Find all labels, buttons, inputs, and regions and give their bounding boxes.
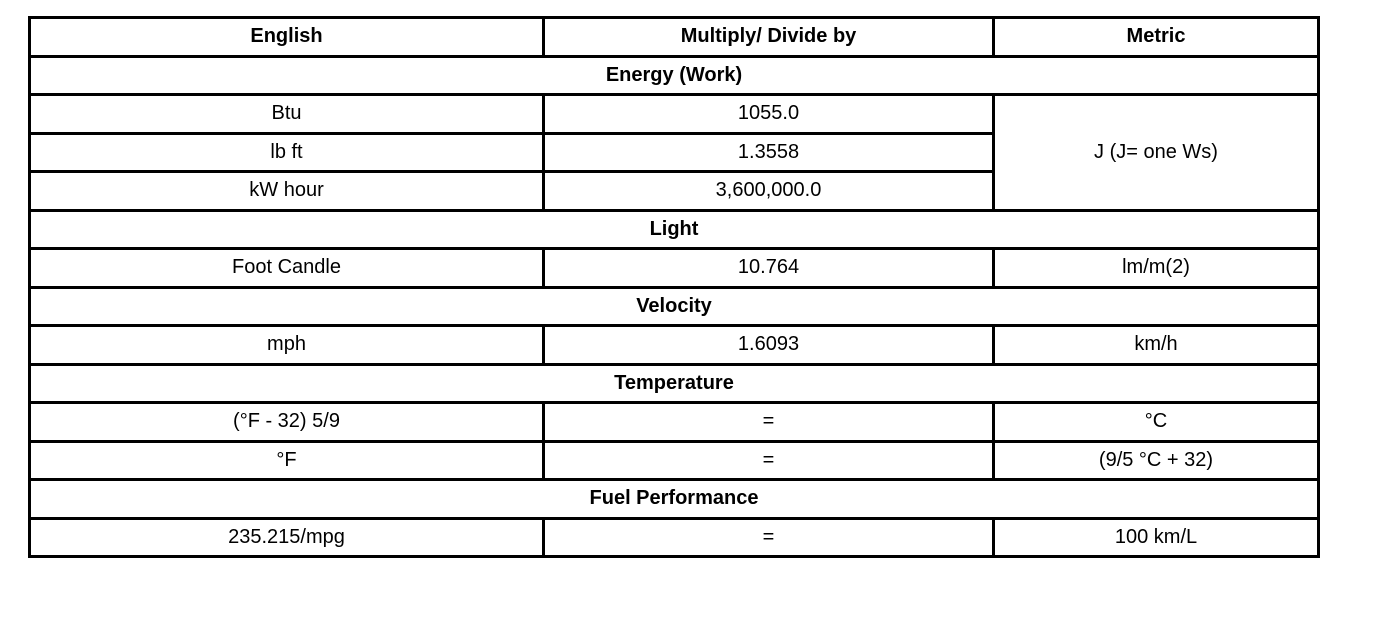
section-title-velocity: Velocity (28, 285, 1320, 327)
table-row: (°F - 32) 5/9 = °C (28, 401, 1320, 443)
table-row: mph 1.6093 km/h (28, 324, 1320, 366)
section-title-energy: Energy (Work) (28, 54, 1320, 96)
table-row: Btu 1055.0 J (J= one Ws) (28, 93, 1320, 212)
table-row: kW hour 3,600,000.0 (28, 170, 1319, 212)
section-title-light: Light (28, 208, 1320, 250)
cell-english: °F (28, 439, 545, 481)
cell-factor: 1.3558 (542, 131, 995, 173)
cell-metric: km/h (992, 324, 1320, 366)
cell-factor: 1.6093 (542, 324, 995, 366)
cell-metric: 100 km/L (992, 516, 1320, 558)
cell-factor: 3,600,000.0 (542, 170, 995, 212)
table-row: 235.215/mpg = 100 km/L (28, 516, 1320, 558)
section-row: Energy (Work) (28, 54, 1320, 96)
header-english: English (28, 16, 545, 58)
cell-factor: 10.764 (542, 247, 995, 289)
section-row: Light (28, 208, 1320, 250)
cell-metric: J (J= one Ws) (992, 93, 1320, 212)
conversion-table: English Multiply/ Divide by Metric Energ… (28, 16, 1320, 558)
cell-metric: (9/5 °C + 32) (992, 439, 1320, 481)
section-row: Velocity (28, 285, 1320, 327)
cell-factor: 1055.0 (542, 93, 995, 135)
section-title-fuel: Fuel Performance (28, 478, 1320, 520)
cell-english: kW hour (28, 170, 545, 212)
cell-metric: lm/m(2) (992, 247, 1320, 289)
header-factor: Multiply/ Divide by (542, 16, 995, 58)
table-row: °F = (9/5 °C + 32) (28, 439, 1320, 481)
cell-english: Btu (28, 93, 545, 135)
header-metric: Metric (992, 16, 1320, 58)
table-row: lb ft 1.3558 (28, 131, 1319, 173)
table-row: Foot Candle 10.764 lm/m(2) (28, 247, 1320, 289)
cell-metric: °C (992, 401, 1320, 443)
section-row: Fuel Performance (28, 478, 1320, 520)
section-row: Temperature (28, 362, 1320, 404)
cell-english: lb ft (28, 131, 545, 173)
cell-factor: = (542, 401, 995, 443)
header-row: English Multiply/ Divide by Metric (28, 16, 1320, 58)
cell-factor: = (542, 439, 995, 481)
cell-english: (°F - 32) 5/9 (28, 401, 545, 443)
cell-english: Foot Candle (28, 247, 545, 289)
cell-factor: = (542, 516, 995, 558)
cell-english: 235.215/mpg (28, 516, 545, 558)
cell-english: mph (28, 324, 545, 366)
section-title-temperature: Temperature (28, 362, 1320, 404)
